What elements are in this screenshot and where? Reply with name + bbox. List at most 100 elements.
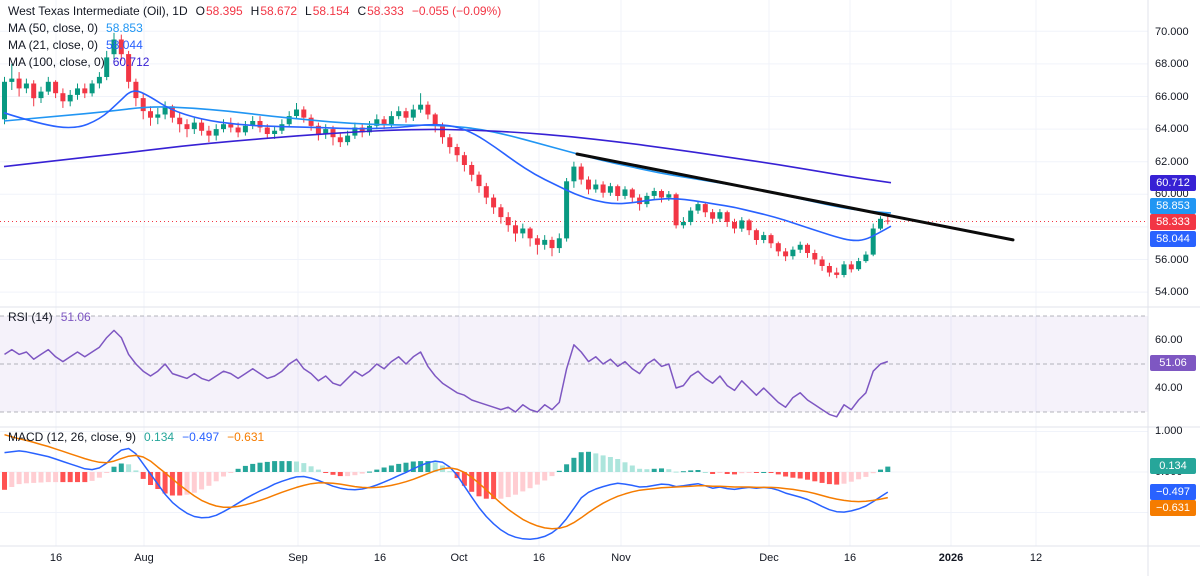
macd-histogram-bar (805, 472, 810, 480)
macd-histogram-bar (483, 472, 489, 499)
macd-legend-row[interactable]: MACD (12, 26, close, 9) 0.134 −0.497 −0.… (8, 430, 264, 444)
macd-histogram-bar (104, 472, 110, 473)
macd-histogram-bar (797, 472, 803, 479)
candle-body (242, 125, 248, 133)
price-axis-label: 68.000 (1155, 58, 1189, 70)
symbol-title[interactable]: West Texas Intermediate (Oil), 1D (8, 4, 188, 18)
macd-histogram-bar (885, 466, 891, 472)
candle-body (783, 251, 789, 257)
candle-body (505, 217, 511, 226)
candle-body (323, 129, 329, 134)
macd-histogram-bar (878, 469, 883, 472)
candle-body (381, 119, 387, 125)
macd-histogram-bar (841, 472, 847, 484)
ma21-label: MA (21, close, 0) (8, 38, 99, 52)
candle-body (294, 109, 299, 116)
macd-histogram-bar (856, 472, 862, 480)
candle-body (31, 83, 37, 99)
macd-histogram-bar (169, 472, 175, 496)
candle-body (60, 93, 66, 102)
candle-body (177, 117, 183, 125)
macd-histogram-bar (308, 466, 314, 472)
macd-histogram-bar (67, 472, 73, 483)
candle-body (461, 155, 467, 165)
candle-body (118, 39, 124, 55)
macd-histogram-bar (826, 472, 832, 485)
candle-body (104, 57, 110, 77)
candle-body (359, 127, 365, 133)
macd-histogram-bar (768, 472, 774, 473)
candle-body (53, 81, 59, 94)
candle-body (16, 78, 22, 89)
time-axis-label: Oct (450, 552, 468, 564)
macd-histogram-bar (38, 472, 44, 483)
macd-histogram-bar (286, 461, 292, 472)
macd-histogram-bar (447, 471, 453, 473)
candle-body (272, 130, 278, 134)
macd-histogram-bar (272, 461, 278, 472)
macd-histogram-bar (680, 471, 686, 473)
macd-histogram-bar (89, 472, 95, 481)
ma50-value: 58.853 (106, 21, 143, 35)
macd-histogram-bar (418, 461, 424, 472)
macd-signal-line (4, 433, 888, 530)
ma50-legend-row[interactable]: MA (50, close, 0) 58.853 (8, 21, 143, 35)
candle-body (870, 228, 876, 255)
descending-trendline[interactable] (575, 152, 1015, 242)
macd-histogram-bar (505, 472, 511, 498)
candle-body (396, 111, 402, 117)
candle-body (564, 181, 570, 239)
macd-histogram-bar (315, 469, 321, 472)
candle-body (2, 81, 7, 120)
macd-histogram-bar (498, 472, 504, 499)
macd-histogram-bar (191, 472, 197, 493)
ohlc-open: O 58.395 (195, 4, 243, 18)
candle-body (89, 83, 95, 94)
macd-histogram-bar (432, 462, 438, 472)
candle-body (710, 212, 716, 219)
candle-body (425, 104, 431, 115)
candle-body (148, 111, 153, 118)
candle-body (629, 189, 635, 198)
rsi-legend-row[interactable]: RSI (14) 51.06 (8, 310, 91, 324)
candle-body (724, 212, 730, 222)
symbol-legend-row[interactable]: West Texas Intermediate (Oil), 1D O 58.3… (8, 4, 501, 18)
macd-histogram-bar (118, 463, 124, 472)
ma100-legend-row[interactable]: MA (100, close, 0) 60.712 (8, 55, 149, 69)
macd-axis-badge: −0.497 (1150, 484, 1196, 500)
candle-body (67, 94, 73, 102)
macd-histogram-bar (812, 472, 818, 482)
macd-histogram-bar (31, 472, 37, 483)
candle-body (483, 186, 489, 198)
macd-histogram-bar (9, 472, 15, 487)
macd-histogram-bar (622, 462, 628, 472)
candle-body (797, 244, 803, 250)
price-axis-label: 66.000 (1155, 91, 1189, 103)
macd-histogram-bar (578, 452, 584, 472)
candle-body (615, 186, 621, 196)
ma21-legend-row[interactable]: MA (21, close, 0) 58.044 (8, 38, 143, 52)
macd-histogram-bar (23, 472, 29, 484)
macd-histogram-bar (133, 470, 139, 472)
macd-hist-value: 0.134 (144, 430, 175, 444)
time-axis-label: Dec (759, 552, 779, 564)
macd-histogram-bar (746, 472, 752, 473)
macd-histogram-bar (870, 472, 876, 474)
macd-histogram-bar (410, 461, 416, 472)
macd-histogram-bar (673, 471, 679, 473)
macd-histogram-bar (739, 472, 745, 474)
candle-body (556, 238, 562, 249)
ma50-line (3, 106, 892, 214)
macd-axis-badge: 0.134 (1150, 458, 1196, 474)
macd-axis-badge: −0.631 (1150, 500, 1196, 516)
candle-body (673, 194, 679, 226)
macd-histogram-bar (2, 472, 7, 490)
candle-body (184, 124, 190, 130)
candle-body (279, 124, 285, 131)
candle-body (702, 204, 708, 213)
macd-histogram-bar (556, 470, 562, 472)
candle-body (418, 104, 424, 110)
macd-histogram-bar (702, 472, 708, 473)
price-axis-label: 60.000 (1155, 188, 1189, 200)
